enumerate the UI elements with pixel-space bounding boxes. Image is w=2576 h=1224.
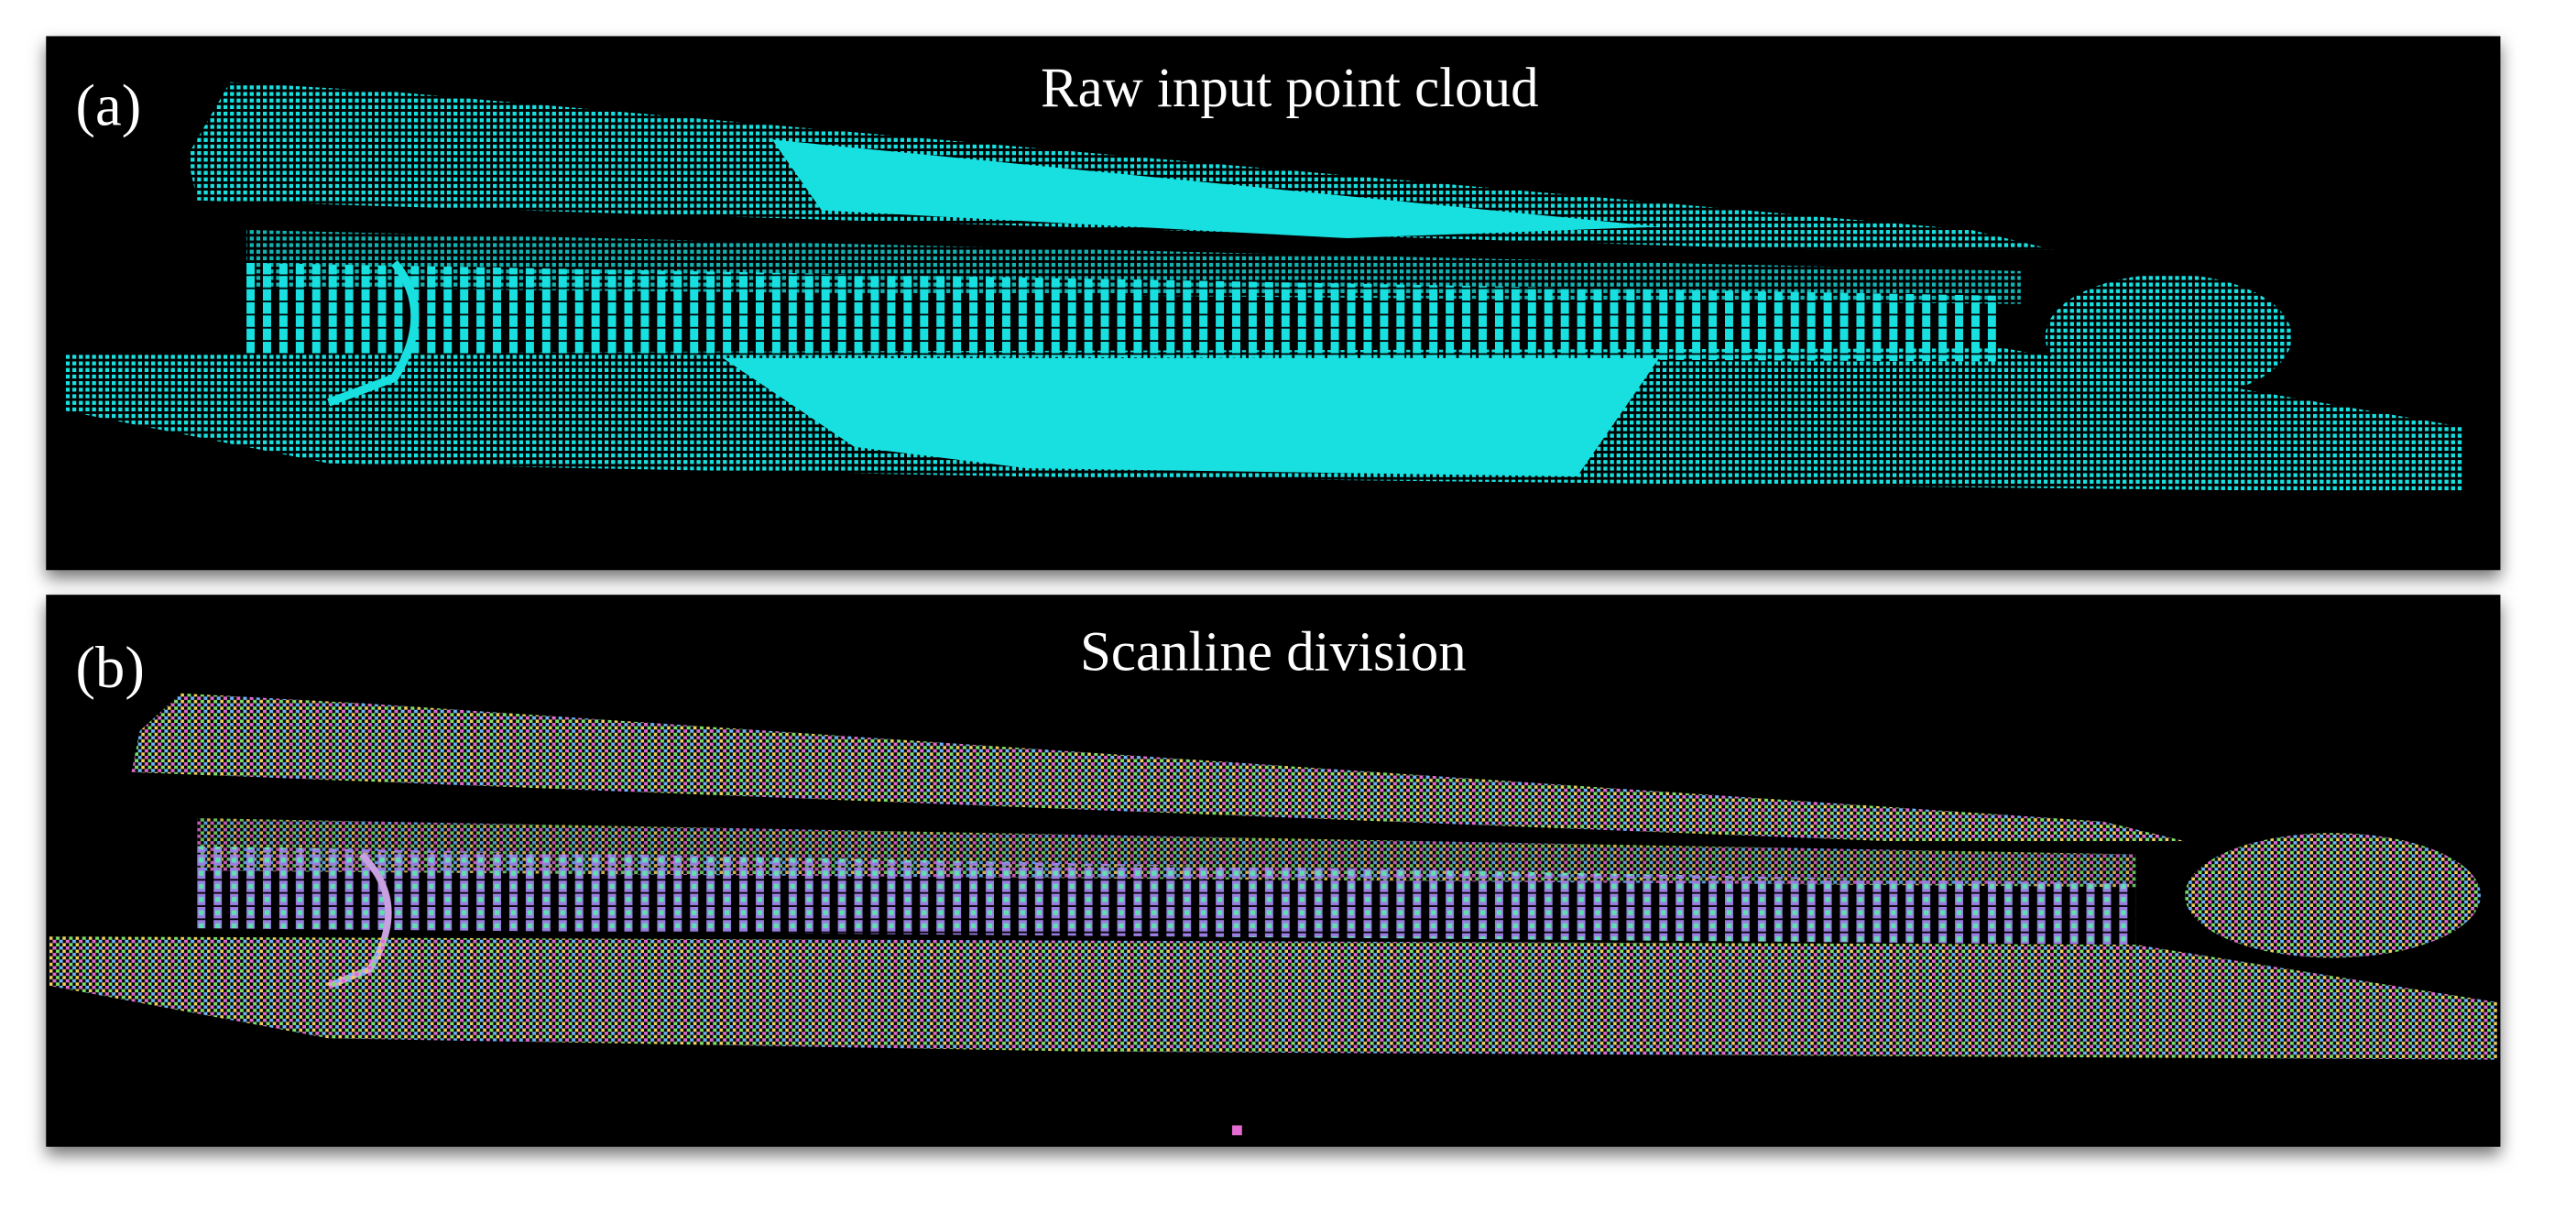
panel-label: (a) [76,72,142,139]
point-cloud [1232,1125,1242,1136]
point-cloud [187,82,2054,250]
point-cloud [131,693,2186,842]
point-cloud [771,139,1660,239]
point-cloud [2045,274,2292,399]
point-cloud [2185,833,2481,958]
point-cloud [197,846,2136,945]
point-cloud [723,357,1660,477]
panel-label: (b) [76,634,145,701]
point-cloud [49,936,2497,1060]
point-cloud [246,262,1996,362]
panel-title: Raw input point cloud [1041,58,1539,119]
panel-title: Scanline division [1080,621,1467,683]
panel-a: (a) Raw input point cloud [46,36,2501,571]
panel-b: (b) Scanline division [46,595,2501,1147]
